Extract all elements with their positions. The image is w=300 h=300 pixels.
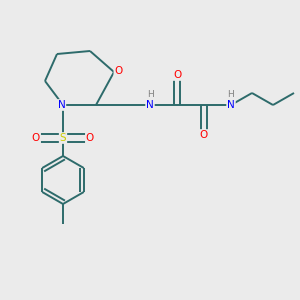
Text: N: N bbox=[58, 100, 65, 110]
Text: O: O bbox=[114, 65, 123, 76]
Text: S: S bbox=[60, 133, 66, 143]
Text: H: H bbox=[147, 90, 153, 99]
Text: O: O bbox=[200, 130, 208, 140]
Text: N: N bbox=[227, 100, 235, 110]
Text: O: O bbox=[173, 70, 181, 80]
Text: N: N bbox=[146, 100, 154, 110]
Text: H: H bbox=[228, 90, 234, 99]
Text: O: O bbox=[32, 133, 40, 143]
Text: O: O bbox=[86, 133, 94, 143]
